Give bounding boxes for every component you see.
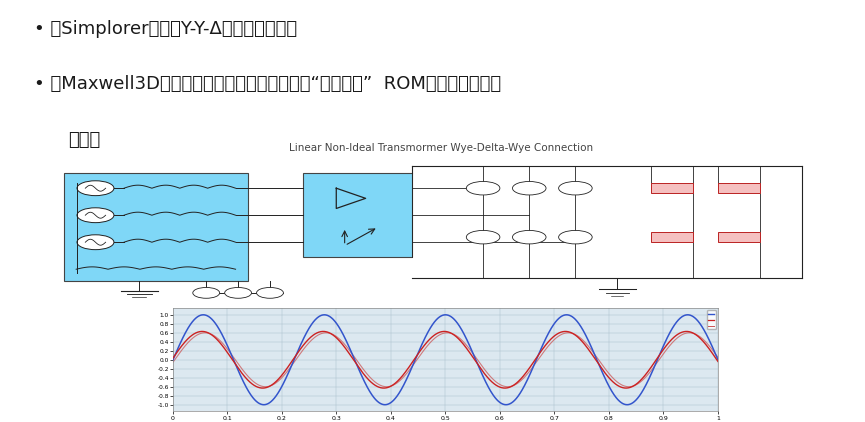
Circle shape	[559, 230, 593, 244]
FancyBboxPatch shape	[651, 183, 693, 193]
Circle shape	[77, 208, 114, 223]
FancyBboxPatch shape	[651, 232, 693, 242]
Text: Linear Non-Ideal Transmormer Wye-Delta-Wye Connection: Linear Non-Ideal Transmormer Wye-Delta-W…	[289, 143, 593, 153]
Circle shape	[225, 287, 252, 298]
Circle shape	[512, 181, 546, 195]
Circle shape	[77, 181, 114, 196]
Circle shape	[193, 287, 220, 298]
FancyBboxPatch shape	[718, 183, 760, 193]
Circle shape	[559, 181, 593, 195]
Circle shape	[257, 287, 284, 298]
Circle shape	[466, 181, 500, 195]
Text: • 在Maxwell3D静磁场或瞬态场求解器中，使用“降阶模型”  ROM模型来创建变压: • 在Maxwell3D静磁场或瞬态场求解器中，使用“降阶模型” ROM模型来创…	[35, 75, 502, 93]
Text: 器电感: 器电感	[67, 131, 100, 149]
Circle shape	[466, 230, 500, 244]
FancyBboxPatch shape	[718, 232, 760, 242]
FancyBboxPatch shape	[64, 173, 248, 281]
Text: • 在Simplorer里搭建Y-Y-Δ变压器系统模型: • 在Simplorer里搭建Y-Y-Δ变压器系统模型	[35, 19, 298, 38]
Legend: , , : , ,	[707, 311, 715, 330]
Circle shape	[77, 235, 114, 250]
Circle shape	[512, 230, 546, 244]
FancyBboxPatch shape	[303, 173, 412, 257]
